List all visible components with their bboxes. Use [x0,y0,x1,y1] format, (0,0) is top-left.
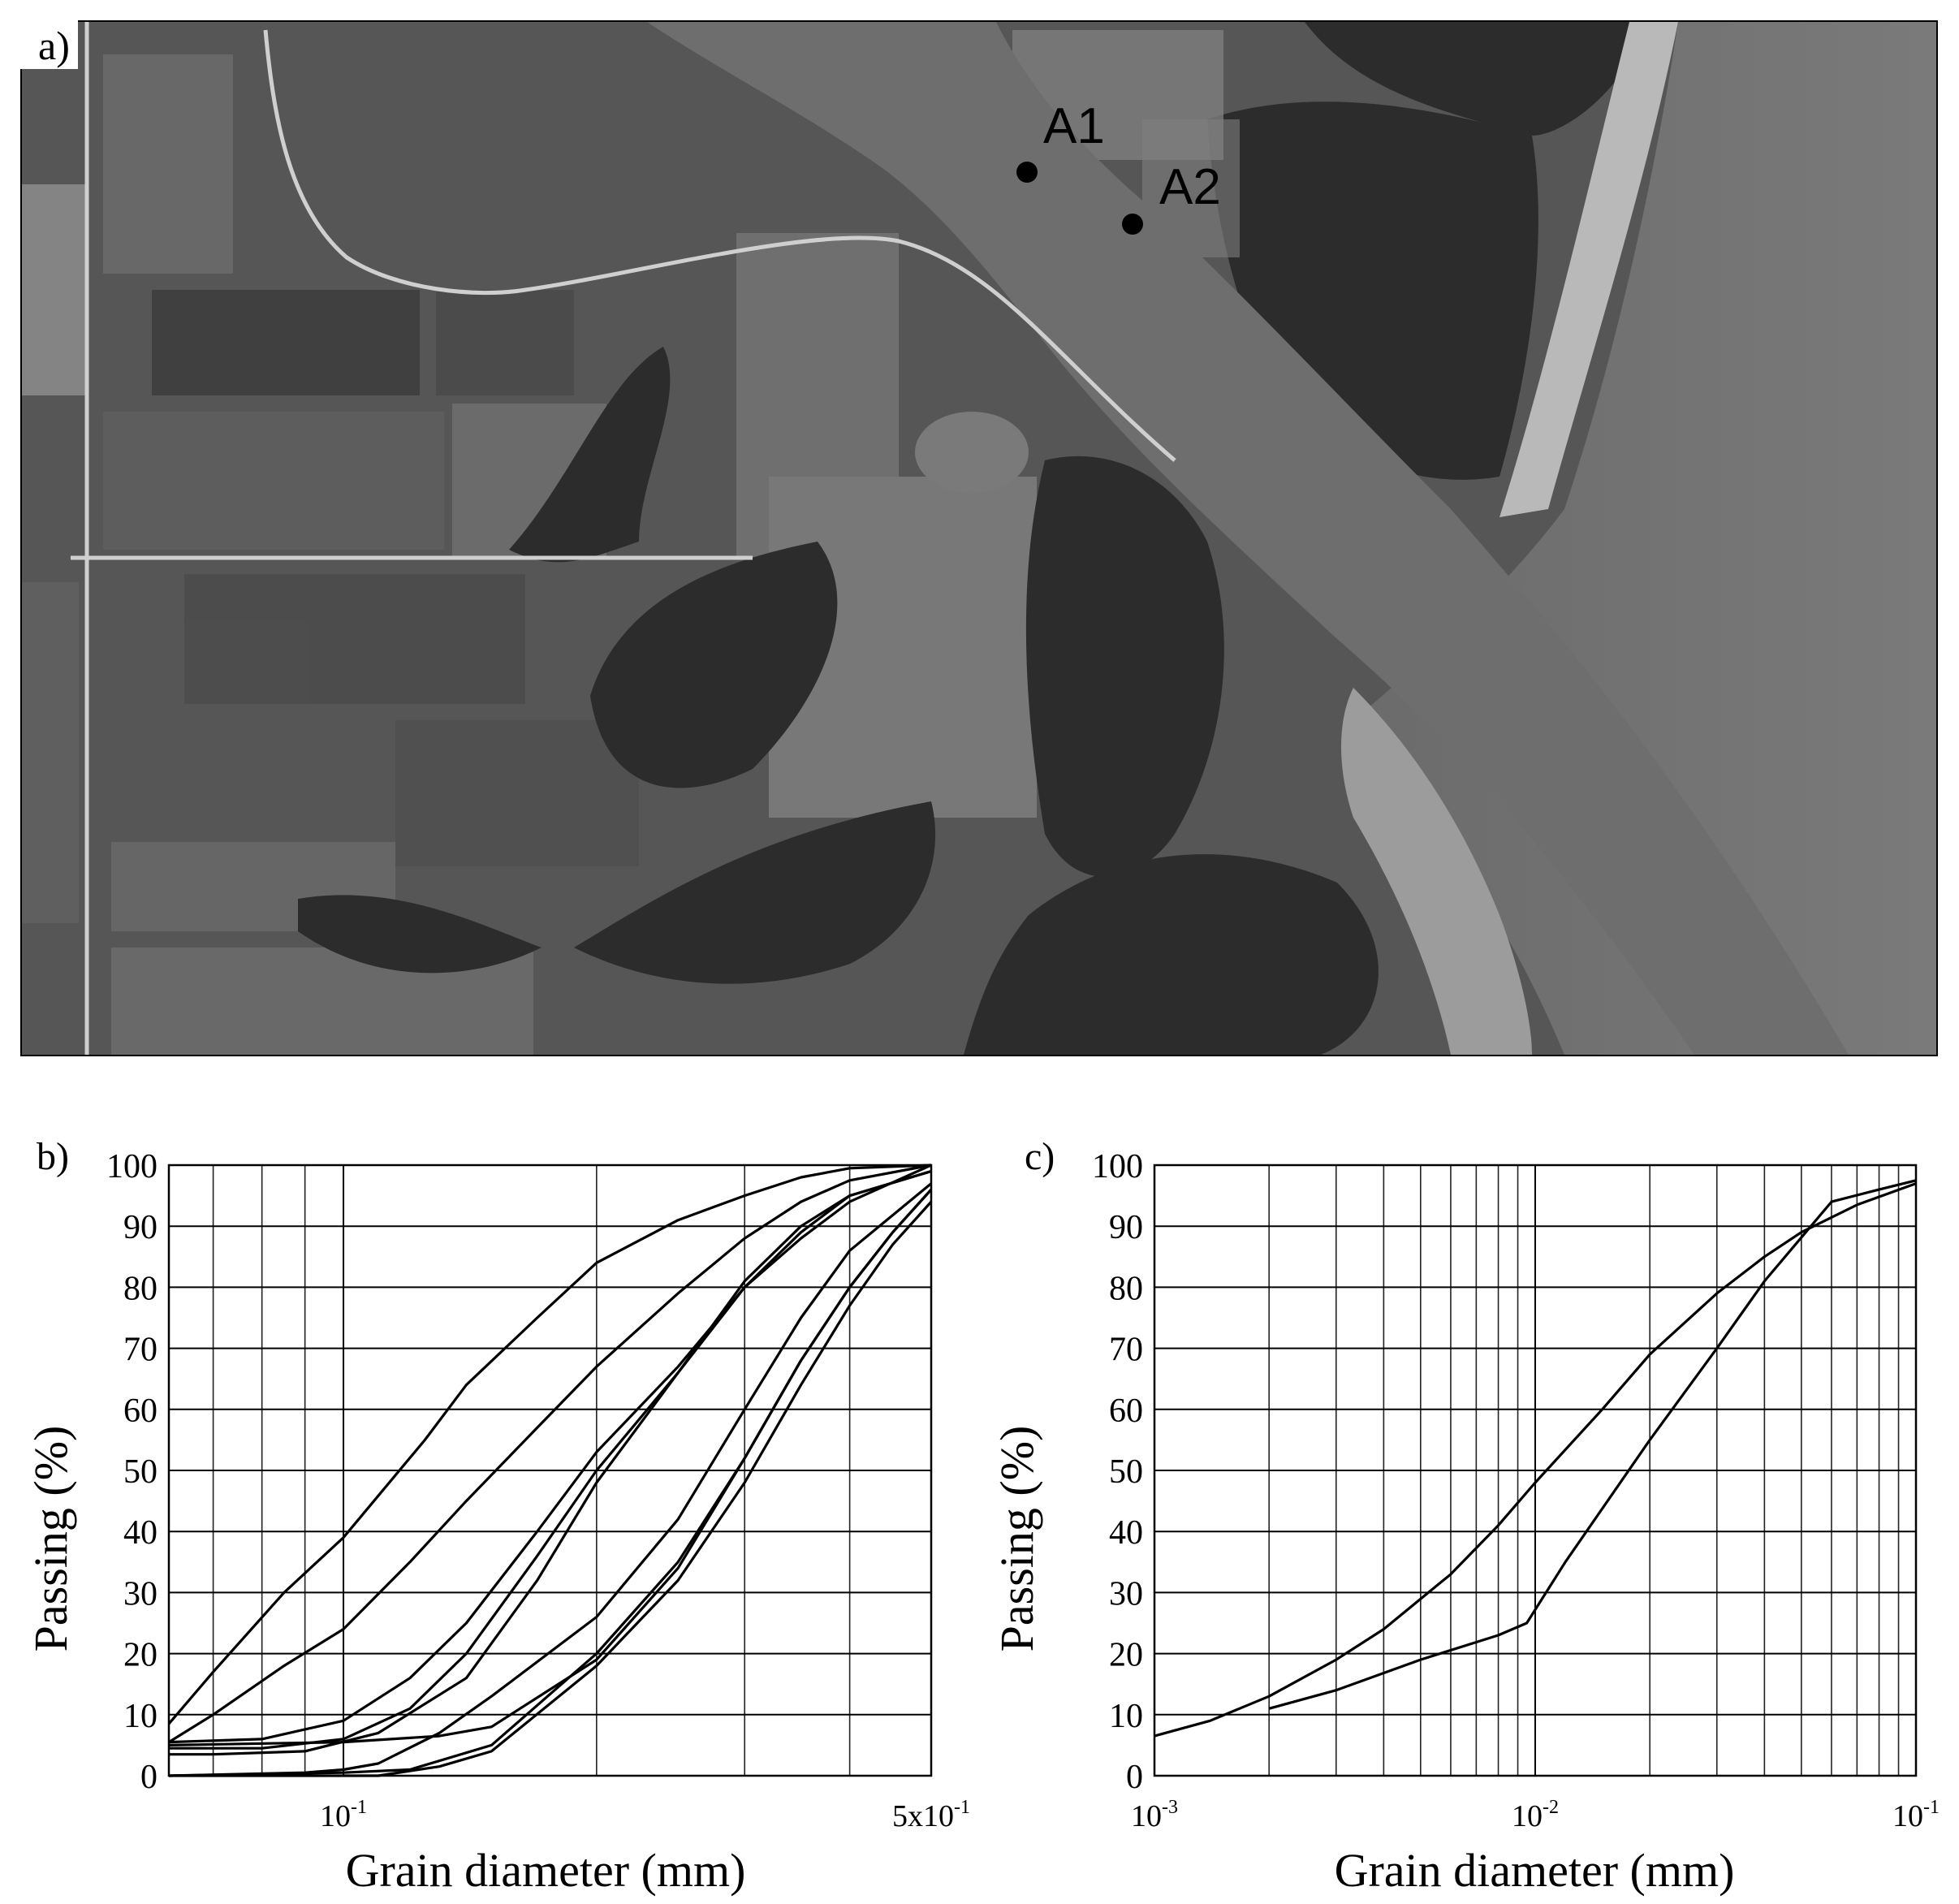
river [647,22,1849,1055]
chart-b-ytick-label: 90 [123,1209,157,1246]
sand-spit [1341,688,1532,1055]
site-A2-label: A2 [1159,159,1221,215]
chart-b-series-3 [168,1164,932,1744]
chart-c-grid [1153,1164,1918,1777]
chart-b-xticks: 10-1 5x10-1 [320,1797,970,1833]
chart-b-ytick-label: 30 [123,1575,157,1613]
beach [1499,22,1678,517]
chart-c-plot-frame [1153,1164,1918,1777]
chart-b-yticks: 0 10 20 30 40 50 60 70 80 90 100 [106,1148,157,1796]
chart-b-ytick-label: 40 [123,1514,157,1552]
chart-b-series-8 [168,1189,933,1777]
chart-c-ytick-label: 90 [1109,1209,1143,1246]
chart-b-grid [167,1164,933,1777]
chart-c-ytick-label: 50 [1109,1453,1143,1491]
panel-b-label: b) [37,1135,69,1178]
chart-b-xtick-label: 5x10-1 [892,1797,970,1833]
chart-b-plot-frame [167,1164,933,1777]
grain-size-chart-c: c) 0 10 20 30 40 50 60 70 80 90 100 10-3 10-2 10-1 G… [990,1135,1940,1897]
chart-b-xtick-label: 10-1 [320,1797,367,1833]
panel-c-label: c) [1025,1135,1055,1178]
chart-b-xlabel: Grain diameter (mm) [346,1844,746,1897]
chart-c-ytick-label: 40 [1109,1514,1143,1552]
chart-c-ytick-label: 0 [1126,1759,1143,1796]
chart-b-series [167,1164,933,1777]
chart-c-ytick-label: 20 [1109,1637,1143,1674]
site-A2-marker [1122,214,1143,235]
chart-c-ytick-label: 10 [1109,1698,1143,1735]
chart-b-ytick-label: 70 [123,1332,157,1369]
chart-b-ytick-label: 20 [123,1637,157,1674]
chart-c-series [1154,1179,1917,1738]
chart-b-ytick-label: 100 [106,1148,157,1185]
chart-b-ytick-label: 10 [123,1698,157,1735]
chart-b-series-5 [169,1169,932,1756]
chart-b-series-4 [169,1169,932,1750]
chart-c-yticks: 0 10 20 30 40 50 60 70 80 90 100 [1092,1148,1143,1796]
chart-b-series-7 [168,1182,933,1777]
chart-c-ytick-label: 80 [1109,1270,1143,1307]
chart-c-ytick-label: 60 [1109,1392,1143,1430]
chart-c-ytick-label: 30 [1109,1575,1143,1613]
chart-c-xtick-label: 10-1 [1892,1797,1940,1833]
chart-c-series-1 [1154,1182,1917,1738]
aerial-photo [20,20,1938,1056]
chart-c-xticks: 10-3 10-2 10-1 [1131,1797,1940,1833]
chart-b-series-1 [167,1164,932,1725]
roads [71,22,1176,1055]
chart-b-ytick-label: 50 [123,1453,157,1491]
chart-b-ytick-label: 60 [123,1392,157,1430]
chart-c-xlabel: Grain diameter (mm) [1335,1844,1735,1897]
chart-c-series-2 [1268,1179,1917,1710]
chart-b-series-6 [168,1189,933,1746]
chart-c-ylabel: Passing (%) [990,1426,1043,1652]
grain-size-chart-b: b) 0 10 20 30 40 50 60 70 80 90 100 10-1 5x10-1 Gra… [24,1135,970,1897]
chart-b-ytick-label: 0 [140,1759,157,1796]
chart-b-series-2 [168,1164,932,1743]
chart-c-ytick-label: 100 [1092,1148,1143,1185]
panel-a-label: a) [20,20,78,69]
farm-fields [22,54,1037,1055]
pond [915,412,1029,493]
chart-b-series-9 [169,1201,933,1777]
chart-c-xtick-label: 10-3 [1131,1797,1178,1833]
chart-c-xtick-label: 10-2 [1512,1797,1559,1833]
chart-c-ytick-label: 70 [1109,1332,1143,1369]
site-A1-marker [1016,162,1038,183]
chart-b-ylabel: Passing (%) [24,1426,77,1652]
chart-b-ytick-label: 80 [123,1270,157,1307]
site-A1-label: A1 [1043,98,1105,154]
